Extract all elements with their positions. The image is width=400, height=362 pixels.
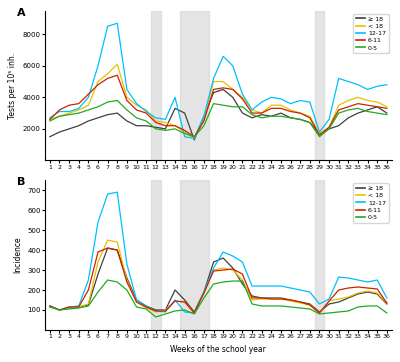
- Legend: ≥ 18, < 18, 12-17, 6-11, 0-5: ≥ 18, < 18, 12-17, 6-11, 0-5: [353, 14, 388, 53]
- Bar: [315, 10, 324, 160]
- Y-axis label: Tests per 10⁵ inh.: Tests per 10⁵ inh.: [8, 52, 17, 119]
- Bar: [180, 180, 209, 330]
- Bar: [151, 10, 160, 160]
- Bar: [180, 10, 209, 160]
- Y-axis label: Incidence: Incidence: [13, 237, 22, 273]
- X-axis label: Weeks of the school year: Weeks of the school year: [170, 345, 266, 354]
- Legend: ≥ 18, < 18, 12-17, 6-11, 0-5: ≥ 18, < 18, 12-17, 6-11, 0-5: [353, 183, 388, 223]
- Bar: [315, 180, 324, 330]
- Text: B: B: [17, 177, 26, 187]
- Text: A: A: [17, 8, 26, 18]
- Bar: [151, 180, 160, 330]
